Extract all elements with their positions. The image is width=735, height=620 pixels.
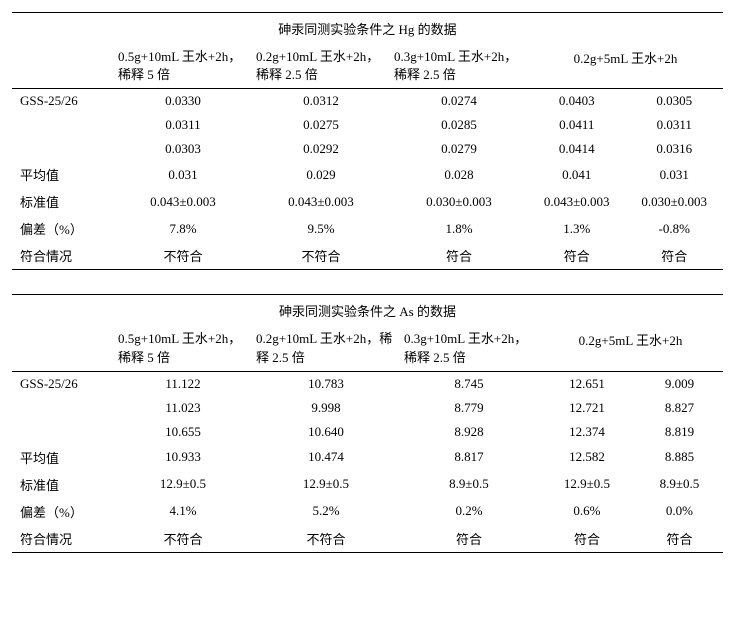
t1-sample-label: GSS-25/26 [12,89,114,114]
t2-fit-c1: 不符合 [114,525,252,553]
t2-fit-c4: 符合 [538,525,636,553]
t1-r3-c3: 0.0279 [390,137,528,161]
t2-std-c1: 12.9±0.5 [114,471,252,498]
t2-r1-c2: 10.783 [252,371,400,396]
t1-mean-c3: 0.028 [390,161,528,188]
t1-std-label: 标准值 [12,188,114,215]
t2-fit-label: 符合情况 [12,525,114,553]
t2-std-c2: 12.9±0.5 [252,471,400,498]
t1-r2-c5: 0.0311 [626,113,724,137]
t1-std-c3: 0.030±0.003 [390,188,528,215]
t1-r1-c1: 0.0330 [114,89,252,114]
t2-r1-c4: 12.651 [538,371,636,396]
t2-mean-label: 平均值 [12,444,114,471]
t1-std-c5: 0.030±0.003 [626,188,724,215]
t2-r1-c3: 8.745 [400,371,538,396]
t1-dev-c4: 1.3% [528,215,626,242]
t2-dev-c5: 0.0% [636,498,723,525]
t1-r3-c5: 0.0316 [626,137,724,161]
t2-r3-c5: 8.819 [636,420,723,444]
t1-header2: 0.2g+10mL 王水+2h，稀释 2.5 倍 [252,44,390,89]
t1-fit-c4: 符合 [528,242,626,270]
t1-r3-c1: 0.0303 [114,137,252,161]
t1-mean-c5: 0.031 [626,161,724,188]
t1-fit-c3: 符合 [390,242,528,270]
t1-fit-label: 符合情况 [12,242,114,270]
t1-dev-c3: 1.8% [390,215,528,242]
t2-header3: 0.3g+10mL 王水+2h，稀释 2.5 倍 [400,326,538,371]
t1-fit-c5: 符合 [626,242,724,270]
t2-r2-c4: 12.721 [538,396,636,420]
t1-r1-c4: 0.0403 [528,89,626,114]
t1-mean-c1: 0.031 [114,161,252,188]
t2-dev-label: 偏差（%） [12,498,114,525]
table2-title: 砷汞同测实验条件之 As 的数据 [12,295,723,327]
t1-header1: 0.5g+10mL 王水+2h，稀释 5 倍 [114,44,252,89]
t1-mean-c2: 0.029 [252,161,390,188]
table-as: 砷汞同测实验条件之 As 的数据 0.5g+10mL 王水+2h，稀释 5 倍 … [12,294,723,552]
t2-mean-c4: 12.582 [538,444,636,471]
t1-r3-c4: 0.0414 [528,137,626,161]
t1-std-c1: 0.043±0.003 [114,188,252,215]
t2-r1-c1: 11.122 [114,371,252,396]
t2-r3-c4: 12.374 [538,420,636,444]
t1-dev-c2: 9.5% [252,215,390,242]
t2-r2-c5: 8.827 [636,396,723,420]
t1-r1-c5: 0.0305 [626,89,724,114]
t1-header4: 0.2g+5mL 王水+2h [528,44,723,89]
t2-dev-c2: 5.2% [252,498,400,525]
t2-mean-c1: 10.933 [114,444,252,471]
t2-r2-c2: 9.998 [252,396,400,420]
t1-r2-c4: 0.0411 [528,113,626,137]
t1-r1-c2: 0.0312 [252,89,390,114]
t2-header1: 0.5g+10mL 王水+2h，稀释 5 倍 [114,326,252,371]
t2-r3-c3: 8.928 [400,420,538,444]
table-hg: 砷汞同测实验条件之 Hg 的数据 0.5g+10mL 王水+2h，稀释 5 倍 … [12,12,723,270]
t2-sample-label: GSS-25/26 [12,371,114,396]
t2-mean-c2: 10.474 [252,444,400,471]
t2-fit-c5: 符合 [636,525,723,553]
t2-std-c3: 8.9±0.5 [400,471,538,498]
t2-header2: 0.2g+10mL 王水+2h，稀释 2.5 倍 [252,326,400,371]
t1-dev-c5: -0.8% [626,215,724,242]
t2-std-label: 标准值 [12,471,114,498]
t1-r2-c3: 0.0285 [390,113,528,137]
t2-header4: 0.2g+5mL 王水+2h [538,326,723,371]
t2-r2-c3: 8.779 [400,396,538,420]
t1-std-c2: 0.043±0.003 [252,188,390,215]
t1-std-c4: 0.043±0.003 [528,188,626,215]
t1-r1-c3: 0.0274 [390,89,528,114]
t2-dev-c3: 0.2% [400,498,538,525]
t1-fit-c2: 不符合 [252,242,390,270]
t1-r3-c2: 0.0292 [252,137,390,161]
t2-r1-c5: 9.009 [636,371,723,396]
t2-dev-c1: 4.1% [114,498,252,525]
t1-mean-label: 平均值 [12,161,114,188]
t1-r2-c1: 0.0311 [114,113,252,137]
t2-std-c5: 8.9±0.5 [636,471,723,498]
t2-r3-c2: 10.640 [252,420,400,444]
t2-mean-c5: 8.885 [636,444,723,471]
t2-fit-c3: 符合 [400,525,538,553]
t2-r3-c1: 10.655 [114,420,252,444]
t2-dev-c4: 0.6% [538,498,636,525]
t1-dev-label: 偏差（%） [12,215,114,242]
t1-r2-c2: 0.0275 [252,113,390,137]
t2-r2-c1: 11.023 [114,396,252,420]
t1-header3: 0.3g+10mL 王水+2h，稀释 2.5 倍 [390,44,528,89]
t1-mean-c4: 0.041 [528,161,626,188]
t2-fit-c2: 不符合 [252,525,400,553]
t1-fit-c1: 不符合 [114,242,252,270]
table1-title: 砷汞同测实验条件之 Hg 的数据 [12,13,723,45]
t2-std-c4: 12.9±0.5 [538,471,636,498]
t2-mean-c3: 8.817 [400,444,538,471]
t1-dev-c1: 7.8% [114,215,252,242]
